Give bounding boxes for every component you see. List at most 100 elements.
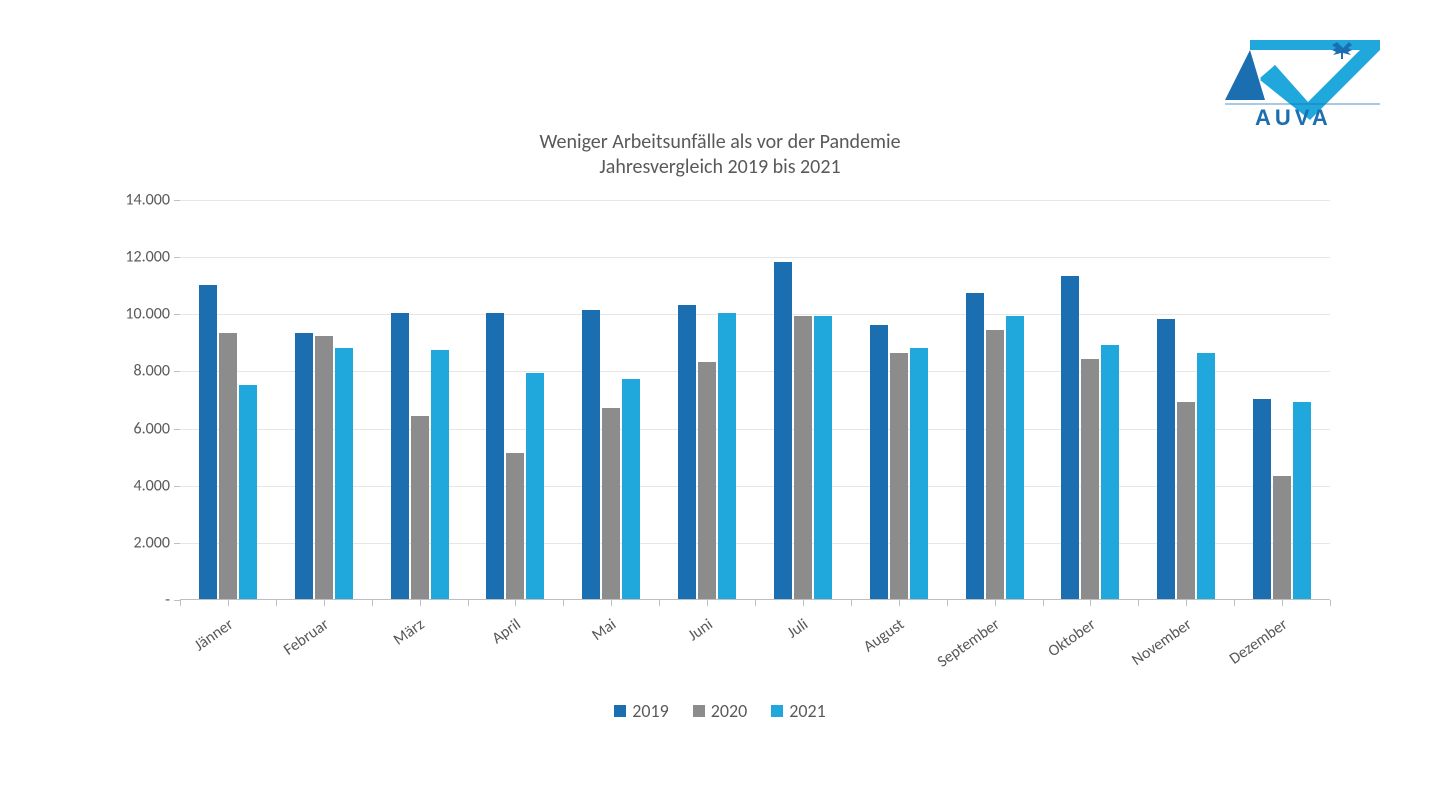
x-tick-mark	[1234, 600, 1235, 606]
bar	[1197, 353, 1215, 599]
legend-item: 2020	[693, 700, 748, 722]
bar	[1293, 402, 1311, 599]
bar	[698, 362, 716, 599]
y-tick-mark	[174, 314, 180, 315]
y-tick-label: 10.000	[125, 305, 170, 324]
x-axis-label: November	[1128, 615, 1195, 670]
bar	[1101, 345, 1119, 599]
chart-title-line1: Weniger Arbeitsunfälle als vor der Pande…	[0, 130, 1440, 155]
plot-area	[180, 200, 1330, 600]
x-tick-mark	[228, 600, 229, 606]
x-tick-mark	[659, 600, 660, 606]
bar	[1273, 476, 1291, 599]
grid-line	[180, 200, 1330, 201]
bar-group	[1061, 276, 1119, 599]
legend-item: 2019	[614, 700, 669, 722]
x-axis-label: Juli	[784, 615, 812, 643]
y-tick-label: 4.000	[134, 476, 170, 495]
grid-line	[180, 314, 1330, 315]
x-axis-label: Juni	[684, 615, 716, 645]
chart: -2.0004.0006.0008.00010.00012.00014.000 …	[100, 200, 1330, 630]
x-tick-mark	[1090, 600, 1091, 606]
x-axis-label: August	[860, 615, 908, 656]
x-tick-mark	[995, 600, 996, 606]
x-axis-label: Dezember	[1226, 615, 1291, 669]
x-tick-mark	[851, 600, 852, 606]
y-tick-mark	[174, 429, 180, 430]
bar	[1061, 276, 1079, 599]
bar	[526, 373, 544, 599]
bar	[391, 313, 409, 599]
bar-group	[1157, 319, 1215, 599]
bar	[315, 336, 333, 599]
bar	[986, 330, 1004, 599]
x-tick-mark	[755, 600, 756, 606]
bar	[431, 350, 449, 599]
bar	[1157, 319, 1175, 599]
x-tick-mark	[515, 600, 516, 606]
bar-group	[1253, 399, 1311, 599]
x-tick-mark	[180, 600, 181, 606]
y-tick-label: -	[165, 591, 170, 610]
y-tick-label: 8.000	[134, 362, 170, 381]
x-tick-mark	[899, 600, 900, 606]
x-tick-mark	[707, 600, 708, 606]
bar-group	[870, 325, 928, 599]
x-tick-mark	[1138, 600, 1139, 606]
x-axis-label: April	[488, 615, 524, 648]
bar-group	[582, 310, 640, 599]
legend-swatch	[614, 705, 626, 717]
bar-group	[774, 262, 832, 599]
bar	[870, 325, 888, 599]
x-tick-mark	[611, 600, 612, 606]
bar	[678, 305, 696, 599]
legend-item: 2021	[771, 700, 826, 722]
x-tick-mark	[563, 600, 564, 606]
x-tick-mark	[420, 600, 421, 606]
x-tick-mark	[1282, 600, 1283, 606]
bar	[602, 408, 620, 599]
bar	[1253, 399, 1271, 599]
y-tick-label: 2.000	[134, 533, 170, 552]
bar	[794, 316, 812, 599]
x-axis-label: Jänner	[191, 615, 237, 655]
bar-group	[966, 293, 1024, 599]
legend-label: 2020	[711, 700, 748, 722]
y-tick-mark	[174, 257, 180, 258]
y-tick-label: 14.000	[125, 191, 170, 210]
bar-group	[295, 333, 353, 599]
bar	[411, 416, 429, 599]
x-axis-label: September	[934, 615, 1003, 672]
x-axis-label: Februar	[280, 615, 332, 660]
bar	[890, 353, 908, 599]
legend-label: 2021	[789, 700, 826, 722]
x-tick-mark	[324, 600, 325, 606]
y-axis: -2.0004.0006.0008.00010.00012.00014.000	[100, 200, 180, 600]
y-tick-label: 12.000	[125, 248, 170, 267]
svg-text:AUVA: AUVA	[1255, 105, 1332, 130]
y-tick-mark	[174, 486, 180, 487]
chart-title: Weniger Arbeitsunfälle als vor der Pande…	[0, 130, 1440, 180]
y-tick-mark	[174, 543, 180, 544]
y-tick-label: 6.000	[134, 419, 170, 438]
x-tick-mark	[468, 600, 469, 606]
y-tick-mark	[174, 200, 180, 201]
bar	[582, 310, 600, 599]
page: AUVA Weniger Arbeitsunfälle als vor der …	[0, 0, 1440, 810]
x-tick-mark	[1043, 600, 1044, 606]
bar	[239, 385, 257, 599]
bar	[486, 313, 504, 599]
x-axis-label: Mai	[589, 615, 620, 645]
legend-swatch	[771, 705, 783, 717]
bar	[1081, 359, 1099, 599]
y-tick-mark	[174, 371, 180, 372]
bar	[774, 262, 792, 599]
legend: 2019 2020 2021	[0, 700, 1440, 722]
auva-logo: AUVA	[1180, 40, 1380, 130]
bar	[506, 453, 524, 599]
bar	[1006, 316, 1024, 599]
x-axis: Jänner Februar März April Mai Juni Juli August S…	[180, 600, 1330, 680]
x-tick-mark	[372, 600, 373, 606]
x-axis-label: März	[390, 615, 428, 650]
x-tick-mark	[1186, 600, 1187, 606]
